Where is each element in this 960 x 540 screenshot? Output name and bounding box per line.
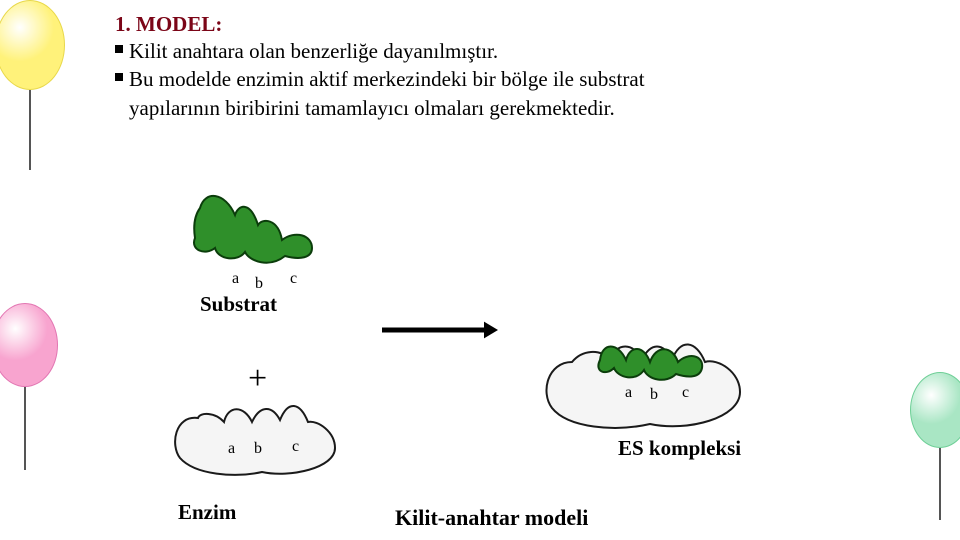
bullet-2-cont: yapılarının biribirini tamamlayıcı olmal… — [129, 94, 895, 122]
complex-site-a: a — [625, 384, 632, 402]
plus-symbol: + — [248, 360, 267, 398]
enzyme-label: Enzim — [178, 500, 236, 525]
model-heading: 1. MODEL: — [115, 12, 895, 37]
enzyme-site-a: a — [228, 440, 235, 458]
bullet-2-text: Bu modelde enzimin aktif merkezindeki bi… — [129, 65, 645, 93]
complex-site-c: c — [682, 384, 689, 402]
complex-substrate-shape — [598, 347, 702, 380]
substrate-site-a: a — [232, 270, 239, 288]
bullet-1: Kilit anahtara olan benzerliğe dayanılmı… — [115, 37, 895, 65]
balloon-icon — [0, 303, 58, 387]
complex-label: ES kompleksi — [618, 436, 741, 461]
substrate-site-c: c — [290, 270, 297, 288]
reaction-arrow-icon — [382, 322, 498, 339]
model-text-block: 1. MODEL: Kilit anahtara olan benzerliğe… — [115, 12, 895, 122]
enzyme-site-b: b — [254, 440, 262, 458]
bullet-square-icon — [115, 45, 123, 53]
enzyme-site-c: c — [292, 438, 299, 456]
substrate-shape — [194, 196, 312, 263]
complex-enzyme-shape — [546, 344, 740, 427]
bullet-2: Bu modelde enzimin aktif merkezindeki bi… — [115, 65, 895, 93]
balloon-string-icon — [939, 448, 941, 520]
substrate-site-b: b — [255, 275, 263, 293]
complex-site-b: b — [650, 386, 658, 404]
balloon-icon — [910, 372, 960, 448]
balloon-icon — [0, 0, 65, 90]
substrate-label: Substrat — [200, 292, 277, 317]
bullet-1-text: Kilit anahtara olan benzerliğe dayanılmı… — [129, 37, 498, 65]
diagram-caption: Kilit-anahtar modeli — [395, 505, 588, 531]
balloon-string-icon — [29, 90, 31, 170]
balloon-string-icon — [24, 387, 26, 470]
bullet-square-icon — [115, 73, 123, 81]
